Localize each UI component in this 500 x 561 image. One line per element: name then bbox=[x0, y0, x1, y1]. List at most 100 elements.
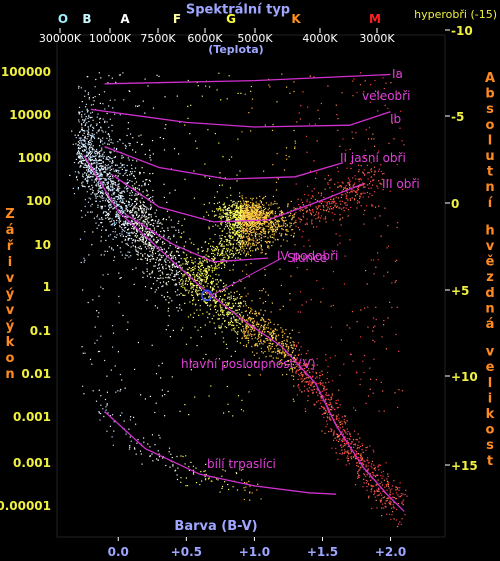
star-point bbox=[271, 210, 273, 212]
star-point bbox=[112, 183, 114, 185]
star-point bbox=[258, 323, 260, 325]
star-point bbox=[199, 261, 201, 264]
star-point bbox=[113, 207, 115, 209]
star-point bbox=[356, 448, 358, 450]
star-point bbox=[333, 202, 335, 204]
star-point bbox=[174, 266, 176, 268]
star-point bbox=[86, 177, 88, 179]
star-point bbox=[230, 297, 232, 299]
star-point bbox=[201, 273, 203, 275]
star-point bbox=[96, 227, 98, 229]
star-point bbox=[230, 209, 232, 211]
star-point bbox=[353, 455, 355, 458]
star-point bbox=[288, 363, 290, 366]
star-point bbox=[155, 231, 158, 233]
star-point bbox=[194, 285, 196, 287]
star-point bbox=[180, 292, 182, 294]
star-point bbox=[303, 372, 305, 374]
star-point bbox=[254, 214, 256, 216]
star-point bbox=[267, 214, 269, 216]
star-point bbox=[302, 374, 304, 376]
star-point bbox=[136, 222, 138, 224]
star-point bbox=[339, 424, 341, 426]
star-point bbox=[222, 209, 225, 211]
star-point bbox=[194, 268, 196, 270]
star-point bbox=[149, 224, 151, 226]
star-point bbox=[117, 211, 119, 214]
star-point bbox=[97, 130, 99, 132]
star-point bbox=[188, 276, 190, 278]
star-point bbox=[380, 183, 382, 185]
star-point bbox=[245, 324, 247, 326]
star-point bbox=[358, 441, 360, 443]
star-point bbox=[292, 364, 294, 366]
star-point bbox=[230, 211, 232, 213]
star-point bbox=[120, 201, 123, 203]
star-point bbox=[368, 497, 370, 499]
star-point bbox=[240, 218, 242, 220]
star-point bbox=[78, 87, 80, 89]
star-point bbox=[281, 374, 284, 376]
star-point bbox=[322, 374, 324, 376]
star-point bbox=[348, 187, 351, 189]
star-point bbox=[244, 200, 246, 202]
star-point bbox=[118, 194, 120, 196]
star-point bbox=[279, 232, 281, 234]
star-point bbox=[184, 218, 186, 220]
star-point bbox=[264, 240, 266, 242]
star-point bbox=[106, 250, 109, 252]
star-point bbox=[151, 247, 153, 249]
star-point bbox=[252, 216, 254, 218]
star-point bbox=[341, 190, 343, 192]
star-point bbox=[225, 209, 227, 211]
star-point bbox=[385, 485, 388, 487]
star-point bbox=[177, 289, 179, 291]
star-point bbox=[346, 438, 348, 440]
star-point bbox=[287, 360, 289, 362]
star-point bbox=[252, 221, 254, 224]
star-point bbox=[110, 141, 112, 144]
star-point bbox=[282, 331, 284, 333]
star-point bbox=[404, 514, 406, 516]
star-point bbox=[253, 215, 255, 217]
star-point bbox=[110, 201, 112, 203]
star-point bbox=[326, 423, 328, 425]
star-point bbox=[356, 193, 358, 195]
star-point bbox=[357, 189, 359, 191]
star-point bbox=[240, 302, 242, 304]
star-point bbox=[115, 213, 117, 215]
star-point bbox=[268, 229, 270, 231]
star-point bbox=[256, 211, 258, 213]
star-point bbox=[348, 438, 350, 440]
star-point bbox=[331, 191, 333, 193]
star-point bbox=[256, 343, 258, 345]
star-point bbox=[228, 321, 230, 323]
star-point bbox=[243, 243, 245, 245]
star-point bbox=[152, 235, 154, 237]
star-point bbox=[255, 248, 257, 250]
star-point bbox=[321, 370, 323, 372]
star-point bbox=[232, 237, 234, 239]
star-point bbox=[338, 426, 340, 428]
star-point bbox=[336, 433, 338, 435]
star-point bbox=[312, 389, 314, 391]
star-point bbox=[220, 307, 222, 309]
star-point bbox=[321, 413, 323, 415]
star-point bbox=[320, 395, 322, 398]
star-point bbox=[208, 266, 210, 268]
star-point bbox=[304, 207, 306, 209]
star-point bbox=[280, 234, 282, 236]
star-point bbox=[117, 187, 119, 189]
star-point bbox=[236, 231, 238, 233]
star-point bbox=[379, 492, 382, 494]
star-point bbox=[361, 457, 364, 459]
star-point bbox=[218, 201, 220, 203]
star-point bbox=[97, 160, 99, 162]
star-point bbox=[383, 496, 386, 498]
star-point bbox=[148, 217, 150, 219]
star-point bbox=[95, 160, 97, 162]
star-point bbox=[336, 407, 338, 409]
star-point bbox=[96, 195, 98, 198]
star-point bbox=[121, 241, 123, 243]
star-point bbox=[274, 203, 276, 205]
